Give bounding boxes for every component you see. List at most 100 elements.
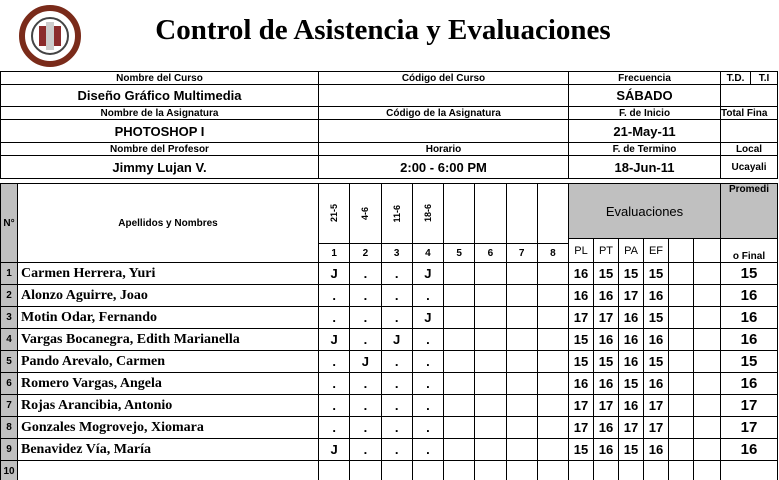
info-label: Nombre del Curso (0, 71, 319, 85)
attendance: . (318, 306, 351, 329)
info-label: Código del Curso (318, 71, 569, 85)
info-value: Ucayali (720, 155, 778, 179)
attendance (443, 394, 476, 417)
grade (593, 460, 619, 480)
grade: 16 (568, 262, 594, 285)
attendance (474, 372, 507, 395)
average: 15 (720, 350, 778, 373)
date-cell (536, 183, 569, 244)
grade: 15 (568, 350, 594, 373)
attendance (536, 306, 569, 329)
attendance (443, 262, 476, 285)
grade (693, 394, 721, 417)
student-name: Carmen Herrera, Yuri (17, 262, 319, 285)
info-value: 21-May-11 (568, 119, 721, 143)
attendance: . (411, 438, 444, 461)
average: 17 (720, 394, 778, 417)
average: 16 (720, 306, 778, 329)
grade (568, 460, 594, 480)
attendance (536, 372, 569, 395)
average: 16 (720, 284, 778, 307)
grade (693, 350, 721, 373)
attendance (505, 416, 538, 439)
attendance: . (318, 372, 351, 395)
session-number: 7 (505, 243, 538, 263)
info-label: Código de la Asignatura (318, 106, 569, 120)
average: 15 (720, 262, 778, 285)
student-name: Benavidez Vía, María (17, 438, 319, 461)
info-value: Jimmy Lujan V. (0, 155, 319, 179)
student-name: Pando Arevalo, Carmen (17, 350, 319, 373)
grade (693, 460, 721, 480)
grade: 17 (618, 284, 644, 307)
attendance (536, 416, 569, 439)
attendance (505, 262, 538, 285)
name-header: Apellidos y Nombres (17, 183, 319, 263)
student-name: Alonzo Aguirre, Joao (17, 284, 319, 307)
info-label: Local (720, 142, 778, 156)
date-label: 21-5 (329, 204, 340, 223)
info-value: 2:00 - 6:00 PM (318, 155, 569, 179)
grade: 15 (593, 262, 619, 285)
attendance (474, 306, 507, 329)
grade: 16 (568, 372, 594, 395)
grade (693, 416, 721, 439)
attendance: . (411, 416, 444, 439)
grade (693, 372, 721, 395)
info-label: T.I (750, 71, 778, 85)
title: Control de Asistencia y Evaluaciones (155, 14, 611, 46)
grade (643, 460, 669, 480)
info-cell (318, 84, 569, 107)
attendance (443, 350, 476, 373)
info-cell (318, 119, 569, 143)
grade: 15 (618, 372, 644, 395)
grade: 15 (618, 262, 644, 285)
grade: 17 (568, 306, 594, 329)
attendance (443, 372, 476, 395)
grade (618, 460, 644, 480)
student-name: Vargas Bocanegra, Edith Marianella (17, 328, 319, 351)
grade: 16 (618, 328, 644, 351)
grade (668, 284, 694, 307)
grade: 17 (643, 394, 669, 417)
info-cell (720, 84, 778, 107)
student-name: Motin Odar, Fernando (17, 306, 319, 329)
grade: 17 (643, 416, 669, 439)
grade: 16 (643, 328, 669, 351)
row-number: 6 (0, 372, 18, 395)
row-number: 2 (0, 284, 18, 307)
grade-header: PA (618, 238, 644, 263)
attendance: . (318, 284, 351, 307)
attendance: . (380, 416, 413, 439)
attendance (474, 328, 507, 351)
attendance (536, 284, 569, 307)
date-cell (443, 183, 476, 244)
grade: 17 (618, 416, 644, 439)
attendance (443, 438, 476, 461)
grade: 15 (568, 328, 594, 351)
student-name: Gonzales Mogrovejo, Xiomara (17, 416, 319, 439)
grade (668, 460, 694, 480)
info-value: SÁBADO (568, 84, 721, 107)
date-cell (505, 183, 538, 244)
attendance (380, 460, 413, 480)
attendance: . (380, 438, 413, 461)
info-label: F. de Termino (568, 142, 721, 156)
attendance (411, 460, 444, 480)
attendance: . (318, 394, 351, 417)
attendance (349, 460, 382, 480)
grade (668, 262, 694, 285)
info-value: Diseño Gráfico Multimedia (0, 84, 319, 107)
attendance (536, 328, 569, 351)
attendance: J (411, 306, 444, 329)
session-number: 1 (318, 243, 351, 263)
attendance: . (380, 306, 413, 329)
attendance (505, 284, 538, 307)
date-cell (474, 183, 507, 244)
grade: 15 (618, 438, 644, 461)
average: 16 (720, 438, 778, 461)
grade: 15 (643, 262, 669, 285)
grade: 17 (568, 416, 594, 439)
attendance: . (380, 262, 413, 285)
attendance: . (349, 372, 382, 395)
